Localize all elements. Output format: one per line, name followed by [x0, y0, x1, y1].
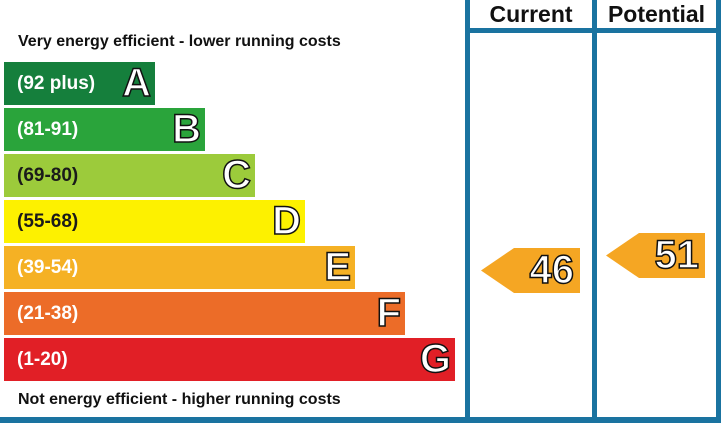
band-c-range: (69-80) [17, 165, 79, 186]
band-d: (55-68) D [4, 198, 305, 244]
bottom-border [0, 417, 721, 423]
band-a-range: (92 plus) [17, 73, 96, 94]
band-a: (92 plus) A [4, 60, 155, 106]
divider-left [465, 0, 470, 423]
band-e-range: (39-54) [17, 257, 79, 278]
band-g: (1-20) G [4, 336, 455, 382]
header-underline [465, 28, 721, 33]
band-e-letter: E [324, 244, 352, 290]
current-rating-value: 46 [529, 248, 575, 293]
bottom-caption: Not energy efficient - higher running co… [18, 391, 341, 408]
band-c-letter: C [221, 152, 251, 198]
band-g-range: (1-20) [17, 349, 68, 370]
current-rating-arrow: 46 [481, 248, 580, 293]
band-f-letter: F [376, 290, 402, 336]
potential-header: Potential [607, 1, 706, 27]
band-b: (81-91) B [4, 106, 205, 152]
band-a-letter: A [121, 60, 151, 106]
band-c: (69-80) C [4, 152, 255, 198]
top-caption: Very energy efficient - lower running co… [18, 33, 341, 50]
potential-rating-value: 51 [654, 233, 700, 278]
divider-middle [592, 0, 597, 423]
band-d-letter: D [271, 198, 301, 244]
band-b-range: (81-91) [17, 119, 79, 140]
band-f: (21-38) F [4, 290, 405, 336]
current-header: Current [489, 1, 573, 27]
band-b-letter: B [171, 106, 201, 152]
band-g-letter: G [419, 336, 452, 382]
potential-rating-arrow: 51 [606, 233, 705, 278]
band-f-range: (21-38) [17, 303, 79, 324]
divider-right [716, 0, 721, 423]
band-d-range: (55-68) [17, 211, 79, 232]
band-e: (39-54) E [4, 244, 355, 290]
